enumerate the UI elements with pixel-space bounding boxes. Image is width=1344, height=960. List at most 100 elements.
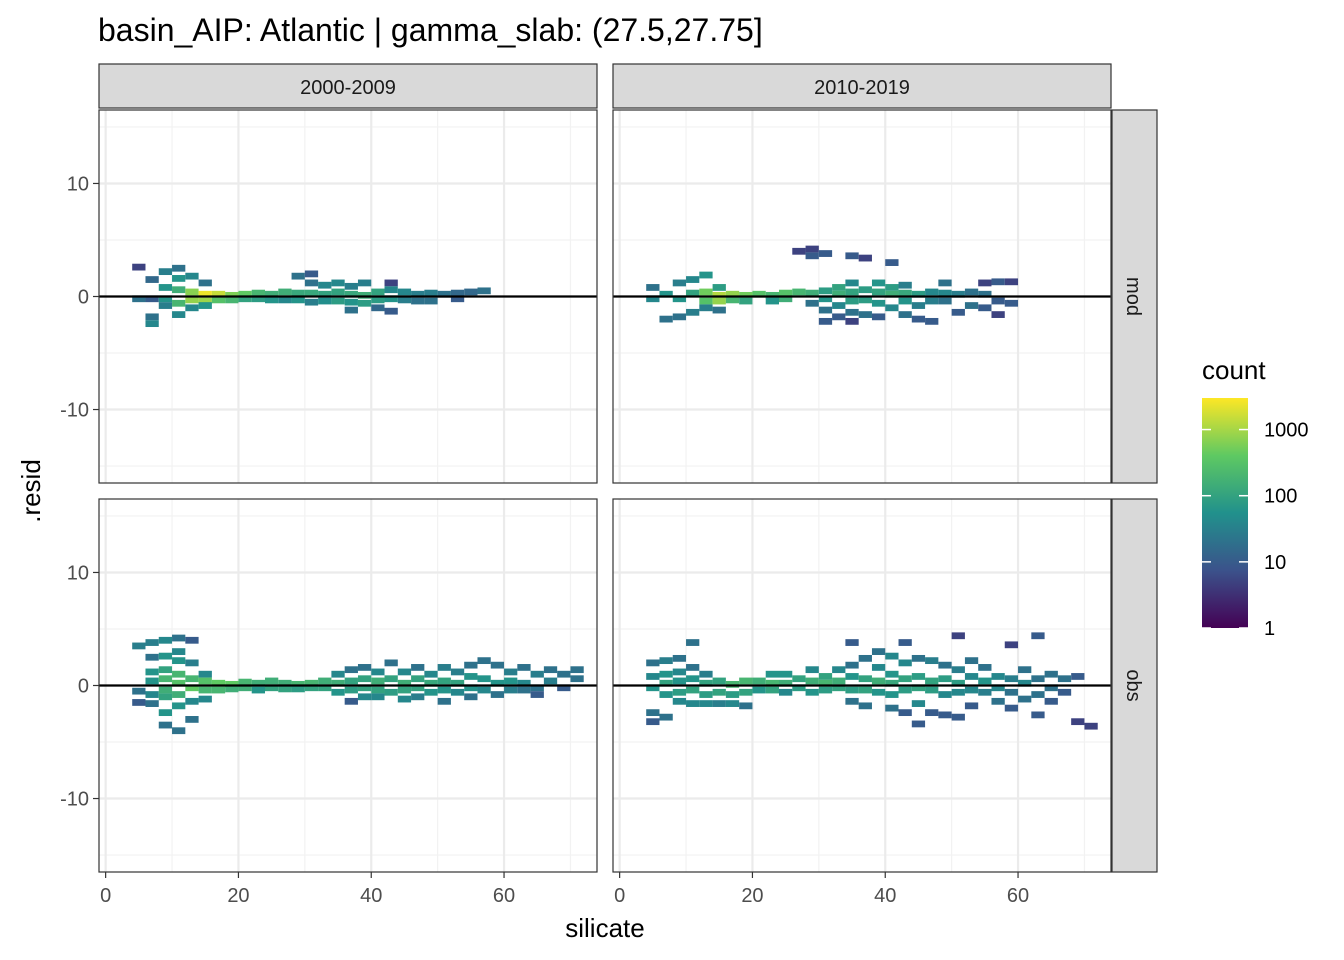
heatmap-bin (198, 670, 212, 678)
heatmap-bin (712, 306, 726, 314)
heatmap-bin (344, 306, 358, 314)
heatmap-bin (845, 288, 859, 296)
heatmap-bin (437, 290, 451, 298)
heatmap-bin (911, 700, 926, 707)
heatmap-bin (132, 642, 146, 650)
heatmap-bin (437, 664, 451, 671)
heatmap-bin (185, 716, 199, 723)
heatmap-bin (145, 320, 159, 328)
heatmap-bin (145, 668, 159, 676)
heatmap-bin (1018, 679, 1032, 687)
heatmap-bin (450, 295, 465, 303)
heatmap-bin (858, 686, 872, 694)
heatmap-bin (871, 648, 886, 655)
heatmap-bin (384, 659, 398, 667)
heatmap-bin (384, 295, 398, 303)
heatmap-bin (145, 677, 159, 685)
column-strip-right: 2010-2019 (612, 63, 1112, 109)
heatmap-bin (384, 279, 398, 287)
heatmap-bin (291, 272, 305, 280)
heatmap-bin (964, 657, 979, 665)
x-axis: 0 20 40 60 0 20 40 60 (100, 872, 1029, 907)
heatmap-bin (845, 252, 859, 260)
heatmap-bin (818, 317, 833, 325)
heatmap-bin (397, 679, 412, 687)
heatmap-bin (318, 684, 332, 692)
heatmap-bin (278, 679, 292, 687)
heatmap-bin (964, 686, 979, 694)
heatmap-bin (911, 720, 926, 728)
heatmap-bin (725, 290, 740, 298)
heatmap-bin (845, 661, 859, 669)
panel-mod-2010-2019 (612, 109, 1112, 484)
heatmap-bin (397, 296, 412, 304)
heatmap-bin (318, 281, 332, 289)
heatmap-bin (845, 297, 859, 305)
heatmap-bin (172, 679, 186, 687)
heatmap-bin (925, 297, 939, 305)
heatmap-bin (1031, 632, 1045, 640)
column-strip-left-label: 2000-2009 (300, 77, 396, 99)
heatmap-bin (331, 297, 345, 305)
heatmap-bin (792, 247, 806, 255)
heatmap-bin (304, 679, 319, 687)
heatmap-bin (331, 279, 345, 287)
heatmap-bin (818, 686, 833, 694)
heatmap-bin (437, 697, 451, 705)
heatmap-bin (752, 290, 766, 298)
heatmap-bin (1018, 695, 1032, 703)
heatmap-bin (712, 688, 726, 696)
heatmap-bin (951, 688, 965, 696)
heatmap-bin (885, 284, 899, 291)
heatmap-bin (477, 287, 491, 295)
heatmap-bin (792, 675, 806, 683)
heatmap-bin (211, 679, 226, 687)
heatmap-bin (411, 675, 425, 683)
heatmap-bin (659, 679, 673, 687)
legend: count 1 10 100 1000 (1202, 355, 1309, 640)
heatmap-bin (211, 290, 226, 298)
heatmap-bin (172, 275, 186, 282)
heatmap-bin (158, 652, 173, 660)
heatmap-bin (172, 691, 186, 698)
heatmap-bin (699, 670, 713, 678)
heatmap-bin (911, 302, 926, 309)
x-tick-label: 0 (614, 885, 625, 907)
heatmap-bin (845, 697, 859, 705)
heatmap-bin (938, 297, 952, 305)
heatmap-bin (304, 684, 319, 692)
heatmap-bin (779, 289, 793, 297)
heatmap-bin (397, 695, 412, 703)
heatmap-bin (991, 278, 1005, 286)
heatmap-bin (424, 297, 438, 305)
heatmap-bin (739, 677, 753, 685)
heatmap-bin (659, 657, 673, 665)
heatmap-bin (371, 693, 385, 701)
heatmap-bin (225, 296, 239, 304)
heatmap-bin (699, 679, 713, 687)
heatmap-bin (344, 282, 358, 290)
heatmap-bin (871, 279, 886, 287)
heatmap-bin (132, 687, 146, 695)
heatmap-bin (1031, 711, 1045, 719)
heatmap-bin (978, 688, 992, 696)
heatmap-bin (424, 688, 438, 696)
heatmap-bin (699, 288, 713, 296)
heatmap-bin (725, 296, 740, 304)
heatmap-bin (686, 664, 700, 671)
heatmap-bin (384, 286, 398, 294)
heatmap-bin (885, 704, 899, 712)
heatmap-bin (331, 679, 345, 687)
heatmap-bin (845, 673, 859, 680)
heatmap-bin (1004, 704, 1019, 712)
heatmap-bin (832, 677, 846, 685)
heatmap-bin (818, 295, 833, 303)
heatmap-bin (464, 684, 478, 692)
heatmap-bin (1018, 666, 1032, 674)
heatmap-bin (858, 286, 872, 294)
heatmap-bin (805, 252, 819, 260)
heatmap-bin (132, 295, 146, 303)
heatmap-bin (265, 677, 279, 685)
heatmap-bin (858, 675, 872, 683)
heatmap-bin (845, 686, 859, 694)
